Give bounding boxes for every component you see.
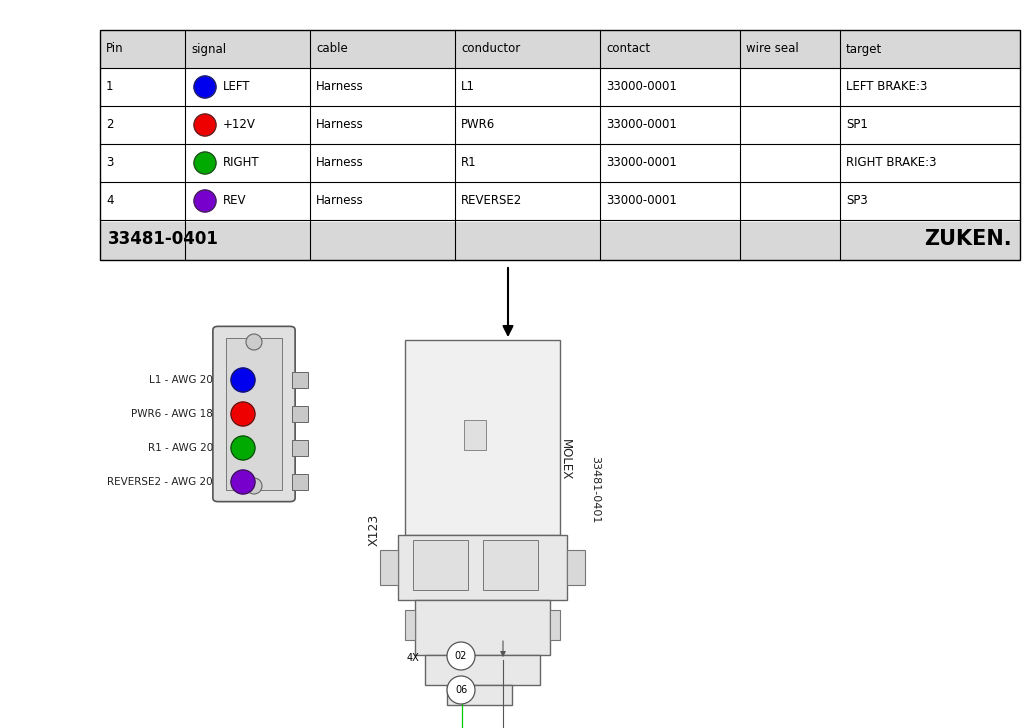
Bar — [100, 222, 1020, 260]
Ellipse shape — [231, 470, 255, 494]
Text: L1 - AWG 20: L1 - AWG 20 — [150, 375, 213, 385]
Ellipse shape — [246, 334, 262, 350]
Bar — [464, 420, 486, 450]
Text: RIGHT BRAKE:3: RIGHT BRAKE:3 — [846, 157, 937, 170]
Ellipse shape — [231, 402, 255, 426]
Text: LEFT: LEFT — [223, 81, 251, 93]
Text: cable: cable — [316, 42, 348, 55]
Text: Harness: Harness — [316, 119, 364, 132]
Text: REVERSE2 - AWG 20: REVERSE2 - AWG 20 — [108, 477, 213, 487]
Text: PWR6: PWR6 — [461, 119, 496, 132]
Text: 1: 1 — [106, 81, 114, 93]
Ellipse shape — [194, 190, 216, 212]
Text: R1: R1 — [461, 157, 476, 170]
Text: 3: 3 — [106, 157, 114, 170]
Text: 33481-0401: 33481-0401 — [590, 456, 600, 523]
Text: Harness: Harness — [316, 81, 364, 93]
Text: LEFT BRAKE:3: LEFT BRAKE:3 — [846, 81, 928, 93]
Text: REVERSE2: REVERSE2 — [461, 194, 522, 207]
Bar — [226, 338, 282, 490]
Text: REV: REV — [223, 194, 247, 207]
Text: 4: 4 — [106, 194, 114, 207]
Text: SP1: SP1 — [846, 119, 868, 132]
Bar — [406, 340, 560, 535]
Bar — [398, 535, 567, 600]
Text: 33481-0401: 33481-0401 — [108, 230, 219, 248]
Text: Pin: Pin — [106, 42, 124, 55]
Bar — [425, 655, 540, 685]
Text: MOLEX: MOLEX — [558, 440, 571, 480]
Bar — [100, 30, 1020, 260]
Bar — [483, 540, 538, 590]
Bar — [406, 610, 415, 640]
Ellipse shape — [447, 676, 475, 704]
Text: ZUKEN.: ZUKEN. — [925, 229, 1012, 249]
Bar — [100, 30, 1020, 68]
Text: R1 - AWG 20: R1 - AWG 20 — [147, 443, 213, 453]
Ellipse shape — [246, 478, 262, 494]
Bar — [567, 550, 585, 585]
Ellipse shape — [231, 436, 255, 460]
Text: 33000-0001: 33000-0001 — [606, 157, 677, 170]
Bar — [447, 685, 512, 705]
Bar — [292, 440, 308, 456]
Text: 06: 06 — [455, 685, 467, 695]
Text: wire seal: wire seal — [746, 42, 799, 55]
Ellipse shape — [194, 114, 216, 136]
Bar — [415, 600, 550, 655]
Text: Harness: Harness — [316, 194, 364, 207]
Text: +12V: +12V — [223, 119, 256, 132]
Ellipse shape — [194, 152, 216, 174]
Text: target: target — [846, 42, 883, 55]
Text: 33000-0001: 33000-0001 — [606, 194, 677, 207]
Text: PWR6 - AWG 18: PWR6 - AWG 18 — [131, 409, 213, 419]
Bar — [292, 406, 308, 422]
Bar — [292, 372, 308, 388]
Text: L1: L1 — [461, 81, 475, 93]
Bar — [413, 540, 468, 590]
Text: 02: 02 — [455, 651, 467, 661]
Ellipse shape — [231, 368, 255, 392]
Ellipse shape — [194, 76, 216, 98]
Text: 4X: 4X — [407, 653, 420, 663]
Text: signal: signal — [191, 42, 226, 55]
FancyBboxPatch shape — [213, 326, 295, 502]
Bar — [550, 610, 560, 640]
Text: contact: contact — [606, 42, 650, 55]
Ellipse shape — [447, 642, 475, 670]
Text: Harness: Harness — [316, 157, 364, 170]
Text: 33000-0001: 33000-0001 — [606, 81, 677, 93]
Bar — [292, 474, 308, 490]
Text: SP3: SP3 — [846, 194, 867, 207]
Bar — [380, 550, 398, 585]
Text: 33000-0001: 33000-0001 — [606, 119, 677, 132]
Bar — [100, 30, 1020, 260]
Text: RIGHT: RIGHT — [223, 157, 260, 170]
Text: conductor: conductor — [461, 42, 520, 55]
Text: X123: X123 — [368, 514, 381, 546]
Text: 2: 2 — [106, 119, 114, 132]
